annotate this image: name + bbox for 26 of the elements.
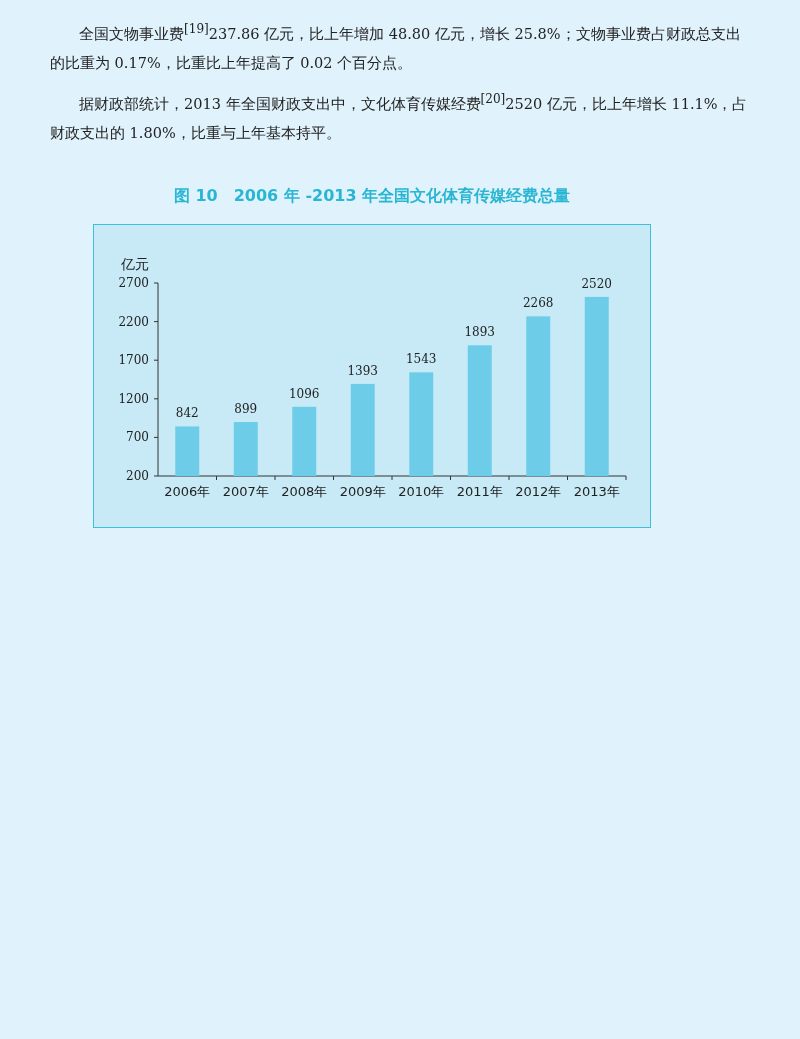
data-label: 1096 xyxy=(288,386,320,401)
y-tick-label: 1200 xyxy=(118,391,149,406)
x-tick-label: 2011年 xyxy=(456,484,503,499)
x-tick-label: 2009年 xyxy=(339,484,386,499)
y-axis-title: 亿元 xyxy=(120,256,149,272)
y-tick-label: 700 xyxy=(126,430,149,445)
x-tick-label: 2010年 xyxy=(398,484,445,499)
text: 全国文物事业费$^{[19]}$237.86 亿元，比上年增加 48.80 亿元，增长 25.8%；文物事业费占财政总支出的比重为 0.17%，比重比上年提高了 0.02 个百分点。 xyxy=(50,21,742,73)
chart-title: 图 10 2006 年 -2013 年全国文化体育传媒经费总量 xyxy=(172,186,572,207)
x-tick-label: 2013年 xyxy=(573,484,620,499)
data-label: 842 xyxy=(175,406,199,421)
y-tick-label: 200 xyxy=(126,469,149,483)
y-tick-label: 1700 xyxy=(118,353,149,368)
x-tick-label: 2007年 xyxy=(222,484,269,499)
x-tick-label: 2006年 xyxy=(164,484,211,499)
data-label: 2268 xyxy=(522,296,554,311)
data-label: 2520 xyxy=(581,276,613,291)
data-label: 899 xyxy=(234,402,258,417)
data-label: 1543 xyxy=(405,352,437,367)
x-tick-label: 2012年 xyxy=(515,484,562,499)
x-tick-label: 2008年 xyxy=(281,484,328,499)
text: 据财政部统计，2013 年全国财政支出中，文化体育传媒经费$^{[20]}$2520 亿元，比上年增长 11.1%，占财政支出的 1.80%，比重与上年基本持平。 xyxy=(50,92,748,141)
data-label: 1893 xyxy=(464,325,496,340)
y-tick-label: 2700 xyxy=(118,276,149,290)
data-label: 1393 xyxy=(347,363,379,378)
y-tick-label: 2200 xyxy=(118,314,149,329)
